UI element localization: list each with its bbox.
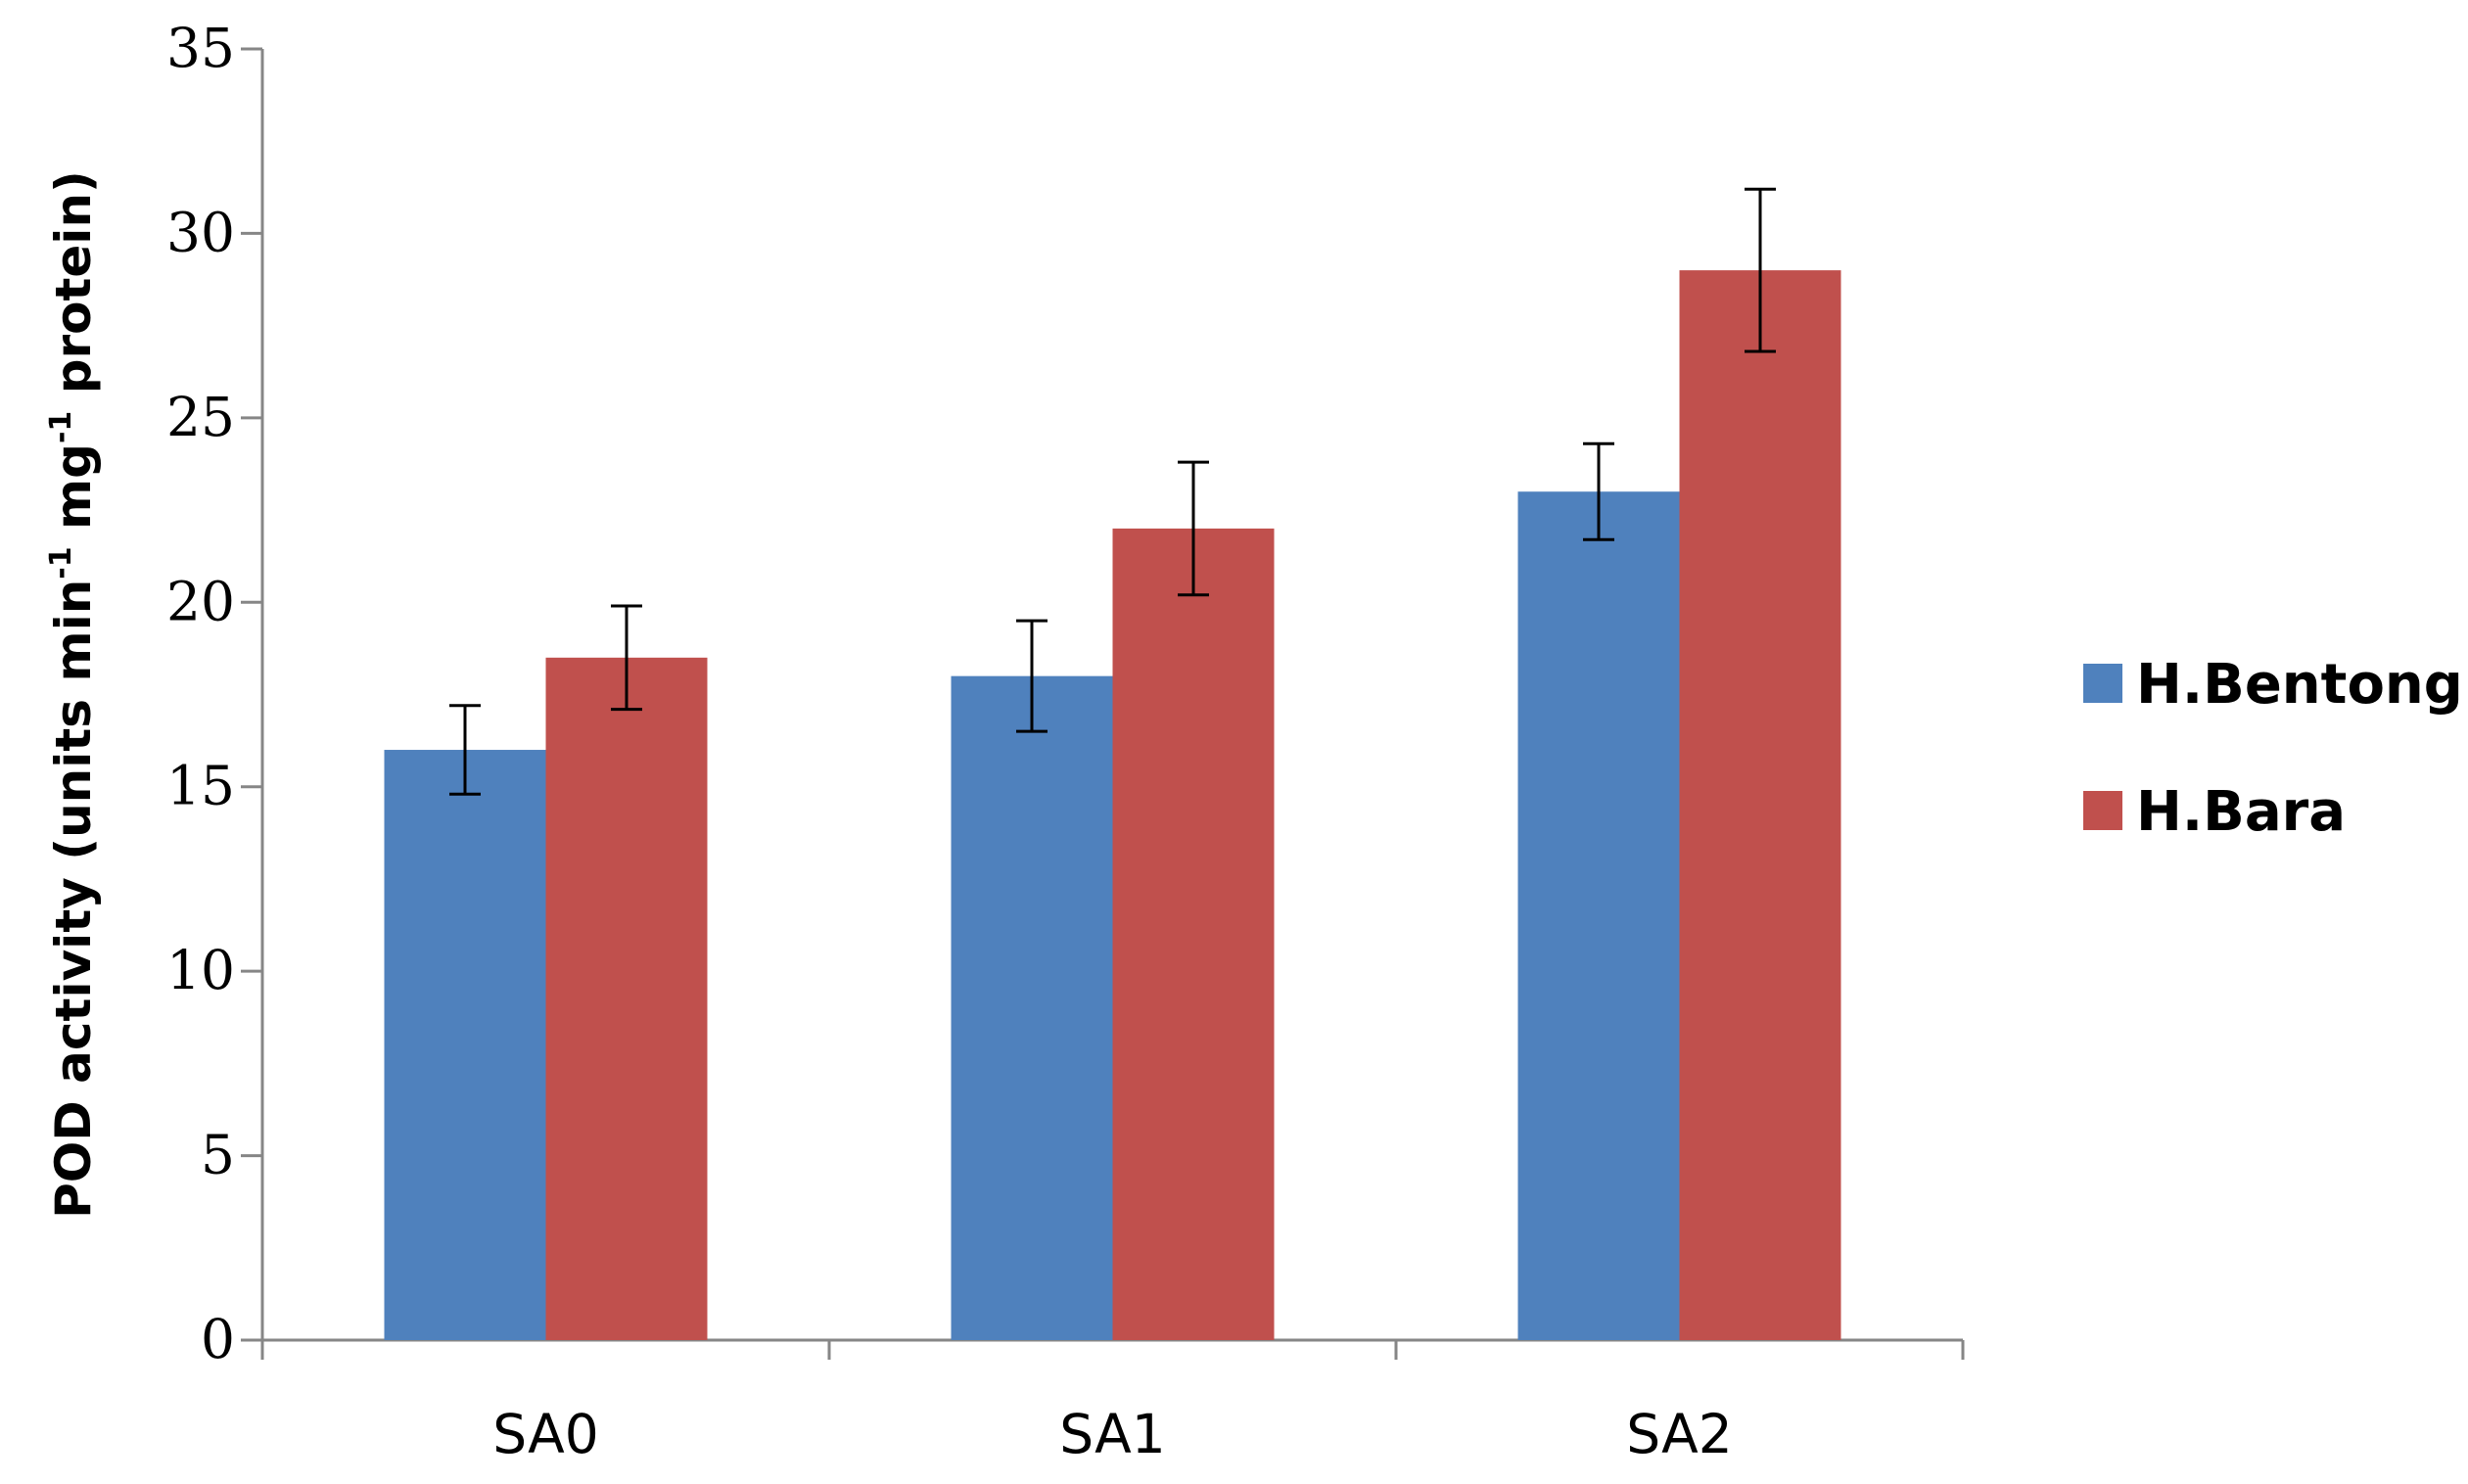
bar bbox=[545, 657, 708, 1340]
y-axis-title-end: protein) bbox=[45, 170, 102, 411]
y-tick-label: 15 bbox=[166, 755, 235, 817]
y-axis-title-main: POD activity (units min bbox=[45, 580, 102, 1219]
y-axis-title: POD activity (units min-1 mg-1 protein) bbox=[44, 170, 102, 1219]
error-bars bbox=[449, 187, 1776, 796]
legend-swatch bbox=[2083, 664, 2122, 703]
bar bbox=[1112, 528, 1275, 1340]
bar bbox=[1679, 270, 1841, 1341]
bars bbox=[384, 270, 1841, 1341]
y-tick-label: 10 bbox=[166, 939, 235, 1001]
x-tick-label: SA0 bbox=[492, 1403, 599, 1465]
y-axis-title-sup1: -1 bbox=[44, 546, 78, 579]
y-axis-title-sup2: -1 bbox=[44, 411, 78, 443]
y-tick-label: 20 bbox=[166, 570, 235, 632]
y-tick-label: 5 bbox=[201, 1124, 235, 1186]
y-tick-label: 25 bbox=[166, 386, 235, 448]
y-tick-label: 30 bbox=[166, 201, 235, 263]
y-tick-label: 0 bbox=[201, 1308, 235, 1370]
legend: H.Bentong H.Bara bbox=[2083, 653, 2463, 844]
bar bbox=[951, 675, 1113, 1340]
bar bbox=[384, 750, 546, 1340]
y-axis: 0 5 10 15 20 25 30 35 bbox=[166, 17, 264, 1370]
legend-label: H.Bara bbox=[2136, 780, 2346, 844]
x-axis: SA0 SA1 SA2 bbox=[260, 1338, 1965, 1465]
x-tick-label: SA1 bbox=[1059, 1403, 1166, 1465]
y-tick-label: 35 bbox=[166, 17, 235, 79]
y-axis-title-mid: mg bbox=[45, 443, 102, 546]
x-tick-label: SA2 bbox=[1626, 1403, 1733, 1465]
legend-swatch bbox=[2083, 791, 2122, 830]
legend-label: H.Bentong bbox=[2136, 653, 2463, 717]
bar bbox=[1517, 491, 1680, 1340]
